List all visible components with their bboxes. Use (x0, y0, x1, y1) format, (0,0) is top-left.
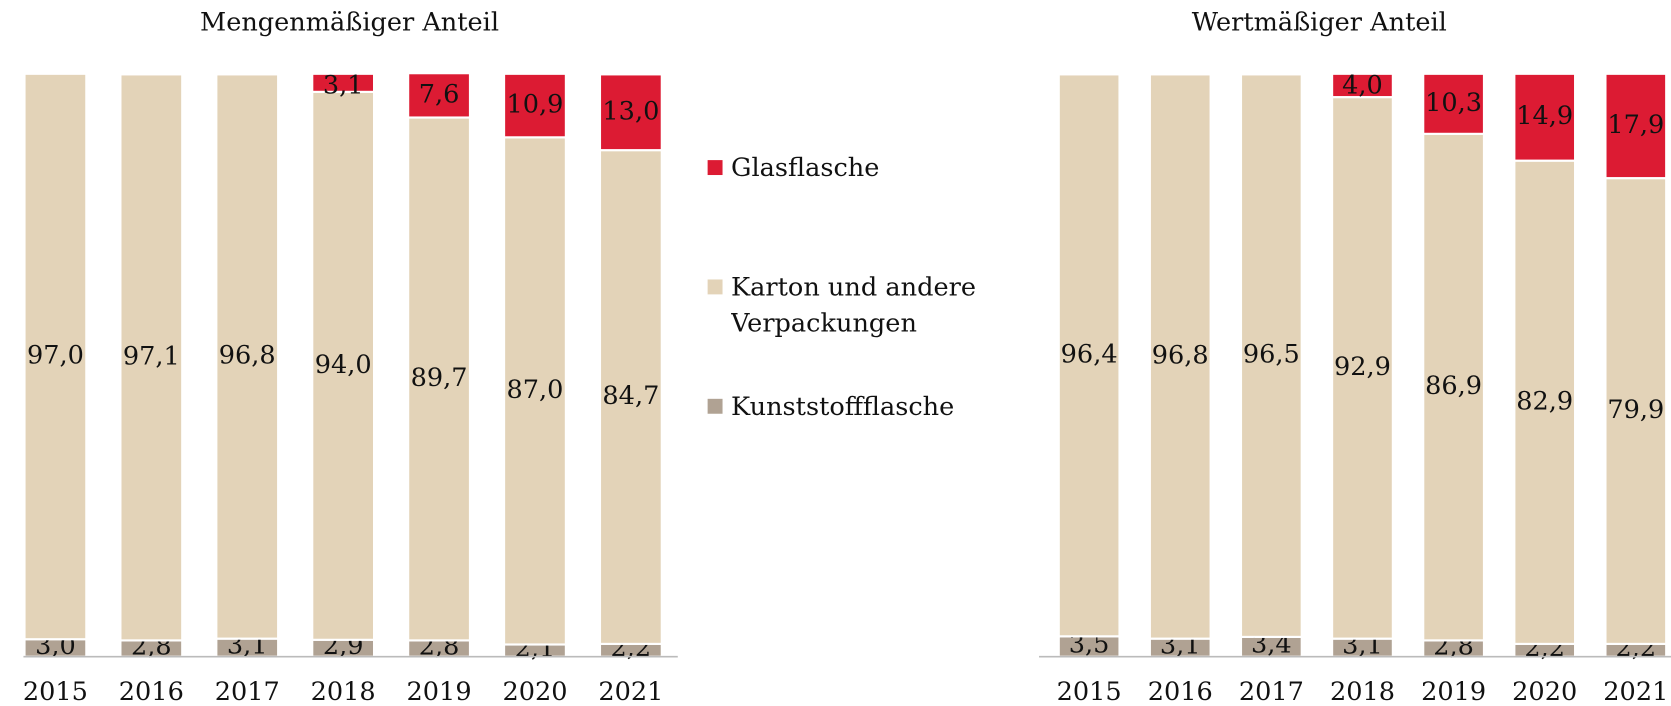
value-label: 10,3 (1425, 88, 1482, 118)
value-label: 97,1 (123, 341, 180, 371)
x-tick-label: 2021 (598, 677, 663, 706)
x-tick-label: 2017 (215, 677, 280, 706)
value-label: 82,9 (1516, 386, 1573, 416)
value-label: 87,0 (507, 375, 564, 405)
bar-segment (119, 73, 184, 642)
bar-segment (1331, 72, 1394, 99)
value-label: 96,8 (1152, 341, 1209, 371)
value-label: 89,7 (411, 363, 468, 393)
bar-segment (215, 73, 280, 640)
bar-segment (23, 72, 88, 641)
x-tick-label: 2017 (1239, 677, 1304, 706)
value-label: 86,9 (1425, 371, 1482, 401)
x-tick-label: 2018 (1330, 677, 1395, 706)
x-tick-label: 2019 (1421, 677, 1486, 706)
legend-label: Karton und andere Verpackungen (731, 272, 976, 339)
value-label: 84,7 (602, 381, 659, 411)
bar-segment (1422, 72, 1486, 135)
legend-label: Kunststoffflasche (731, 391, 955, 422)
x-tick-label: 2015 (23, 677, 88, 706)
value-label: 10,9 (507, 90, 564, 120)
bar-segment (1239, 73, 1303, 638)
value-label: 4,0 (1342, 71, 1383, 101)
bar-segment (1331, 96, 1394, 640)
x-tick-label: 2019 (407, 677, 472, 706)
value-label: 3,1 (323, 71, 364, 101)
bar-segment (503, 136, 567, 646)
legend-label-box: Karton und andere Verpackungen (731, 272, 976, 339)
legend-label: Glasflasche (731, 152, 880, 183)
bar-segment (1604, 72, 1668, 180)
legend-label-box: Glasflasche (731, 152, 880, 183)
value-label: 96,4 (1061, 339, 1118, 369)
x-tick-label: 2021 (1603, 677, 1668, 706)
legend-swatch (707, 398, 723, 414)
bar-segment (503, 72, 567, 139)
value-label: 14,9 (1516, 101, 1573, 131)
chart-title: Wertmäßiger Anteil (1192, 8, 1447, 38)
x-tick-label: 2016 (1148, 677, 1213, 706)
value-label: 92,9 (1334, 352, 1391, 382)
value-label: 13,0 (602, 96, 659, 126)
x-tick-label: 2016 (119, 677, 184, 706)
value-label: 96,5 (1243, 340, 1300, 370)
bar-segment (1057, 73, 1121, 638)
x-tick-label: 2020 (502, 677, 567, 706)
bar-segment (598, 73, 663, 152)
bar-segment (311, 72, 376, 93)
value-label: 7,6 (419, 79, 460, 109)
legend-swatch (707, 279, 723, 295)
legend-label-box: Kunststoffflasche (731, 391, 955, 422)
legend-swatch (707, 160, 723, 176)
bar-segment (1513, 72, 1577, 162)
value-label: 94,0 (315, 350, 372, 380)
value-label: 79,9 (1607, 395, 1664, 425)
x-tick-label: 2018 (311, 677, 376, 706)
bar-segment (1148, 73, 1212, 640)
x-tick-label: 2020 (1512, 677, 1577, 706)
value-label: 17,9 (1607, 110, 1664, 140)
bar-segment (407, 72, 472, 119)
x-tick-label: 2015 (1057, 677, 1122, 706)
value-label: 96,8 (219, 341, 276, 371)
chart-title: Mengenmäßiger Anteil (200, 8, 499, 38)
bar-segment (407, 116, 472, 642)
value-label: 97,0 (27, 341, 84, 371)
